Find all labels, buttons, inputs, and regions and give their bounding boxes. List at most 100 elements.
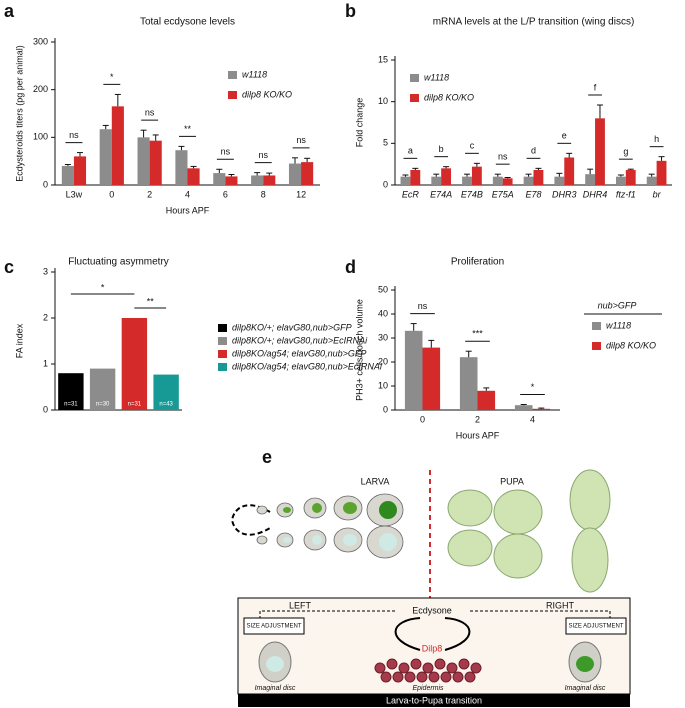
legend-swatch — [228, 71, 237, 79]
legend-swatch — [592, 342, 601, 350]
x-tick-label: 2 — [475, 414, 480, 424]
x-tick-label: E74A — [430, 189, 452, 199]
bar — [514, 405, 533, 410]
panel-e: e LARVA PUPA LEFT RIGHT Ecdysone SIZE AD… — [230, 447, 631, 707]
legend-label: w1118 — [424, 72, 449, 82]
bar — [656, 160, 667, 185]
pouch — [576, 656, 594, 672]
y-axis-label: PH3+ cells/pouch volume — [354, 299, 364, 401]
x-tick-label: DHR3 — [552, 189, 577, 199]
bar — [263, 175, 276, 185]
x-tick-label: br — [653, 189, 662, 199]
chart-title: mRNA levels at the L/P transition (wing … — [433, 17, 635, 28]
legend-swatch — [228, 91, 237, 99]
significance-label: c — [470, 141, 475, 151]
disc-pouches — [283, 501, 397, 551]
significance-label: * — [531, 382, 535, 392]
bar — [251, 175, 264, 185]
feedback — [394, 617, 471, 651]
x-tick-label: E75A — [492, 189, 514, 199]
bar — [585, 174, 596, 185]
bar — [471, 166, 482, 185]
bar — [477, 390, 496, 410]
legend-swatch — [410, 94, 419, 102]
size-label: SIZE ADJUSTMENT — [568, 624, 623, 630]
arrows — [259, 610, 611, 618]
significance-label: ** — [147, 296, 155, 306]
y-tick-label: 10 — [378, 96, 388, 106]
significance-label: ** — [184, 124, 192, 134]
y-tick-label: 20 — [378, 356, 388, 366]
legend-swatch — [218, 363, 227, 371]
size-box — [243, 617, 305, 635]
bar — [58, 373, 84, 410]
bar — [400, 176, 411, 185]
chart-title: Proliferation — [451, 257, 504, 268]
y-tick-label: 200 — [33, 84, 48, 94]
legend-label: dilp8KO/+; elavG80,nub>GFP — [232, 322, 352, 332]
y-tick-label: 100 — [33, 132, 48, 142]
bar — [462, 176, 472, 185]
tissue-label: Epidermis — [412, 685, 444, 692]
bar — [431, 176, 442, 185]
x-tick-label: 4 — [185, 189, 190, 199]
bar — [99, 129, 112, 185]
x-tick-label: 6 — [223, 189, 228, 199]
significance-label: * — [101, 282, 105, 292]
legend-label: dilp8 KO/KO — [242, 89, 292, 99]
legend-title: nub>GFP — [598, 300, 637, 310]
stage-label: PUPA — [500, 476, 524, 486]
bar — [646, 176, 657, 185]
panel-label: b — [345, 1, 356, 21]
bar-label: n=43 — [159, 402, 173, 408]
legend-swatch — [218, 324, 227, 332]
bar — [137, 137, 150, 185]
bar — [564, 157, 575, 185]
bar — [225, 176, 238, 185]
bar — [459, 357, 478, 410]
y-tick-label: 30 — [378, 332, 388, 342]
significance-label: ns — [258, 150, 268, 160]
significance-label: g — [623, 147, 628, 157]
bar — [502, 178, 513, 185]
y-tick-label: 15 — [378, 54, 388, 64]
larval-discs — [256, 493, 404, 559]
y-tick-label: 5 — [383, 138, 388, 148]
significance-label: a — [408, 146, 413, 156]
bar — [404, 330, 423, 410]
panel-label: e — [262, 447, 272, 467]
bar — [441, 168, 452, 185]
size-label: SIZE ADJUSTMENT — [246, 624, 301, 630]
bar — [187, 168, 200, 185]
legend-label: dilp8 KO/KO — [606, 340, 656, 350]
disc-label: Imaginal disc — [565, 685, 606, 692]
stage-label: LARVA — [361, 476, 390, 486]
y-tick-label: 2 — [43, 312, 48, 322]
bar — [149, 140, 162, 185]
bar — [153, 374, 179, 410]
bar — [615, 176, 626, 185]
significance-label: * — [110, 72, 114, 82]
significance-label: e — [562, 131, 567, 141]
significance-label: *** — [472, 329, 483, 339]
x-axis-label: Hours APF — [166, 205, 210, 215]
chart-title: Fluctuating asymmetry — [68, 257, 169, 268]
size-box — [565, 617, 627, 635]
bar — [61, 165, 74, 185]
bar-label: n=31 — [128, 402, 142, 408]
y-tick-label: 40 — [378, 308, 388, 318]
panel-label: d — [345, 257, 356, 277]
significance-label: ns — [296, 135, 306, 145]
x-axis-label: Hours APF — [456, 430, 500, 440]
bar — [422, 347, 441, 410]
significance-label: h — [654, 134, 659, 144]
y-tick-label: 0 — [383, 179, 388, 189]
chart-title: Total ecdysone levels — [140, 17, 235, 28]
y-tick-label: 50 — [378, 284, 388, 294]
panel-label: c — [4, 257, 14, 277]
legend-label: w1118 — [606, 320, 631, 330]
legend-swatch — [218, 350, 227, 358]
significance-label: f — [594, 82, 597, 92]
bar — [523, 176, 534, 185]
